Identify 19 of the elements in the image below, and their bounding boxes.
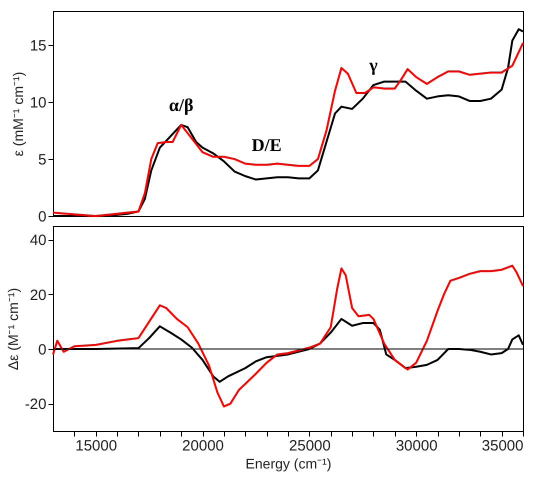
y-axis-title: Δε (M⁻¹ cm⁻¹) — [4, 288, 21, 370]
annotation: D/E — [252, 134, 282, 155]
y-tick-label: 20 — [30, 286, 46, 304]
x-tick-label: 30000 — [396, 438, 438, 454]
y-tick-label: 0 — [38, 208, 46, 226]
x-tick-label: 15000 — [75, 438, 118, 454]
x-tick-label: 25000 — [289, 438, 331, 454]
x-tick-label: 35000 — [482, 438, 524, 454]
y-tick-label: 40 — [30, 232, 46, 250]
x-tick-label: 20000 — [182, 438, 224, 454]
annotation: γ — [368, 55, 378, 76]
annotation: α/β — [168, 94, 194, 115]
y-tick-label: -20 — [24, 396, 46, 414]
y-tick-label: 5 — [38, 152, 46, 169]
y-tick-label: 15 — [30, 38, 46, 55]
y-tick-label: 0 — [38, 342, 46, 358]
y-axis-title: ε (mM⁻¹ cm⁻¹) — [10, 72, 26, 156]
x-axis-title: Energy (cm⁻¹) — [246, 456, 332, 472]
y-tick-label: 10 — [30, 94, 46, 112]
